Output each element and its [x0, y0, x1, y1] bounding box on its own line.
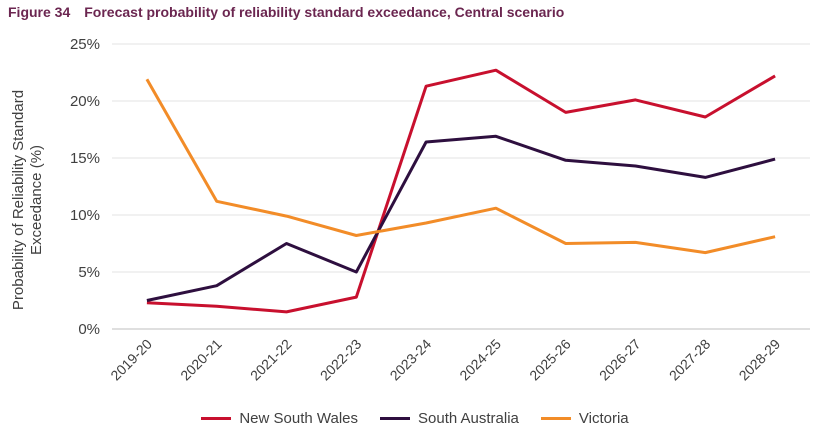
- x-tick-label: 2024-25: [456, 336, 504, 384]
- figure-title: Figure 34 Forecast probability of reliabi…: [8, 4, 564, 20]
- y-tick-label: 0%: [78, 321, 100, 338]
- legend-item: New South Wales: [201, 410, 358, 427]
- x-tick-label: 2021-22: [247, 336, 295, 384]
- y-tick-label: 20%: [70, 93, 100, 110]
- x-tick-label: 2019-20: [107, 336, 155, 384]
- y-axis-label-line1: Probability of Reliability Standard: [10, 90, 27, 310]
- y-tick-label: 5%: [78, 264, 100, 281]
- x-tick-label: 2022-23: [317, 336, 365, 384]
- legend: New South Wales South Australia Victoria: [0, 410, 830, 427]
- series-line-south-australia: [146, 134, 776, 302]
- series-line-victoria: [145, 78, 776, 255]
- figure-title-text: Forecast probability of reliability stan…: [84, 4, 565, 20]
- legend-swatch: [201, 417, 232, 420]
- x-tick-label: 2026-27: [596, 336, 644, 384]
- y-tick-label: 15%: [70, 150, 100, 167]
- x-tick-label: 2020-21: [177, 336, 225, 384]
- x-tick-labels: 2019-20 2020-21 2021-22 2022-23 2023-24 2024-…: [107, 336, 783, 384]
- legend-label: South Australia: [418, 410, 519, 427]
- x-tick-label: 2023-24: [387, 336, 435, 384]
- gridlines: [112, 43, 810, 330]
- figure-label: Figure 34: [8, 4, 71, 20]
- y-tick-labels: 0% 5% 10% 15% 20% 25%: [70, 36, 100, 338]
- y-axis-label-line2: Exceedance (%): [28, 145, 45, 255]
- series-lines: [145, 68, 776, 314]
- legend-label: Victoria: [578, 410, 629, 427]
- y-tick-label: 25%: [70, 36, 100, 53]
- series-line-new-south-wales: [146, 68, 776, 314]
- x-tick-label: 2028-29: [736, 336, 784, 384]
- legend-item: Victoria: [540, 410, 629, 427]
- legend-label: New South Wales: [239, 410, 358, 427]
- legend-swatch: [380, 417, 410, 420]
- y-tick-label: 10%: [70, 207, 100, 224]
- x-tick-label: 2025-26: [526, 336, 574, 384]
- legend-item: South Australia: [380, 410, 519, 427]
- legend-swatch: [540, 417, 571, 420]
- x-tick-label: 2027-28: [666, 336, 714, 384]
